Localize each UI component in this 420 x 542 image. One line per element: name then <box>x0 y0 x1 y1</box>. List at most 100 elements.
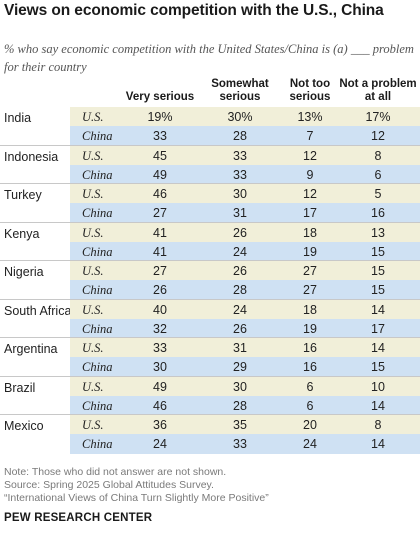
group-divider <box>0 221 420 223</box>
table-cell: 27 <box>303 283 317 297</box>
table-cell: 19% <box>147 110 173 124</box>
table-cell: 30 <box>233 379 247 394</box>
table-cell: 26 <box>233 225 247 240</box>
group-divider <box>0 414 420 415</box>
column-header: Not too serious <box>289 78 331 103</box>
country-label: Argentina <box>4 342 58 356</box>
table-cell: 13 <box>371 225 385 240</box>
note-text: Note: Those who did not answer are not s… <box>4 466 227 478</box>
table-cell: 16 <box>303 360 317 374</box>
group-divider <box>0 375 420 377</box>
row-label: U.S. <box>82 264 104 278</box>
table-cell: 27 <box>153 264 167 278</box>
table-row-china: China 46 28 6 14 <box>70 395 420 416</box>
table-cell: 13% <box>297 110 323 124</box>
source-text: Source: Spring 2025 Global Attitudes Sur… <box>4 479 214 491</box>
column-header: Very serious <box>125 91 195 103</box>
table-cell: 33 <box>233 437 247 451</box>
table-row-china: China 24 33 24 14 <box>70 434 420 454</box>
row-label: China <box>82 360 113 374</box>
country-label: Mexico <box>4 419 44 433</box>
table-cell: 31 <box>233 206 247 220</box>
country-label: South Africa <box>4 303 72 318</box>
table-row-us: U.S. 36 35 20 8 <box>70 415 420 435</box>
table-row-china: China 30 29 16 15 <box>70 357 420 377</box>
table-cell: 26 <box>233 321 247 336</box>
row-label: U.S. <box>82 148 104 163</box>
table-cell: 27 <box>153 206 167 220</box>
table-cell: 41 <box>153 244 167 259</box>
table-row-us: U.S. 27 26 27 15 <box>70 261 420 281</box>
table-cell: 6 <box>306 379 314 394</box>
table-cell: 15 <box>371 360 385 374</box>
country-label: Indonesia <box>4 149 59 164</box>
row-label: China <box>82 437 113 451</box>
country-label: Turkey <box>4 188 42 202</box>
group-divider <box>0 298 420 300</box>
table-cell: 36 <box>153 418 167 432</box>
group-divider <box>0 144 420 146</box>
table-cell: 28 <box>233 129 247 143</box>
country-label: India <box>4 111 32 125</box>
row-label: China <box>82 321 113 336</box>
row-label: China <box>82 244 113 259</box>
column-header: Somewhat serious <box>211 78 269 103</box>
group-divider <box>0 337 420 338</box>
table-cell: 30 <box>153 360 167 374</box>
table-cell: 14 <box>371 302 385 317</box>
row-label: China <box>82 398 113 413</box>
table-cell: 12 <box>303 187 317 201</box>
table-cell: 8 <box>374 418 382 432</box>
table-cell: 28 <box>233 283 247 297</box>
table-cell: 33 <box>153 341 167 355</box>
table-cell: 5 <box>374 187 382 201</box>
organization-logo-text: PEW RESEARCH CENTER <box>4 512 153 524</box>
row-label: China <box>82 283 113 297</box>
table-row-china: China 32 26 19 17 <box>70 318 420 339</box>
table-cell: 30% <box>227 110 253 124</box>
table-cell: 20 <box>303 418 317 432</box>
table-cell: 41 <box>153 225 167 240</box>
group-divider <box>0 260 420 261</box>
table-cell: 6 <box>306 398 314 413</box>
table-cell: 17 <box>371 321 385 336</box>
table-row-us: U.S. 46 30 12 5 <box>70 184 420 204</box>
table-cell: 24 <box>153 437 167 451</box>
column-header: Not a problem at all <box>339 78 417 103</box>
table-row-china: China 26 28 27 15 <box>70 280 420 300</box>
report-title-text: “International Views of China Turn Sligh… <box>4 492 269 504</box>
table-cell: 26 <box>153 283 167 297</box>
country-label: Kenya <box>4 226 40 241</box>
row-label: U.S. <box>82 418 104 432</box>
table-row-us: U.S. 40 24 18 14 <box>70 299 420 320</box>
country-label: Nigeria <box>4 265 44 279</box>
row-label: U.S. <box>82 225 104 240</box>
table-cell: 14 <box>371 398 385 413</box>
table-cell: 16 <box>371 206 385 220</box>
table-cell: 31 <box>233 341 247 355</box>
row-label: U.S. <box>82 302 104 317</box>
table-cell: 46 <box>153 187 167 201</box>
table-cell: 19 <box>303 321 317 336</box>
table-cell: 24 <box>303 437 317 451</box>
chart-title: Views on economic competition with the U… <box>4 2 384 19</box>
table-cell: 12 <box>303 148 317 163</box>
group-divider <box>0 183 420 184</box>
table-cell: 14 <box>371 341 385 355</box>
table-cell: 27 <box>303 264 317 278</box>
table-cell: 14 <box>371 437 385 451</box>
table-cell: 49 <box>153 379 167 394</box>
table-cell: 18 <box>303 302 317 317</box>
table-cell: 33 <box>153 129 167 143</box>
table-cell: 32 <box>153 321 167 336</box>
table-cell: 33 <box>233 167 247 182</box>
table-cell: 8 <box>374 148 382 163</box>
table-row-us: U.S. 33 31 16 14 <box>70 338 420 358</box>
table-cell: 7 <box>306 129 314 143</box>
table-cell: 19 <box>303 244 317 259</box>
table-cell: 28 <box>233 398 247 413</box>
table-cell: 33 <box>233 148 247 163</box>
table-cell: 17 <box>303 206 317 220</box>
table-cell: 29 <box>233 360 247 374</box>
